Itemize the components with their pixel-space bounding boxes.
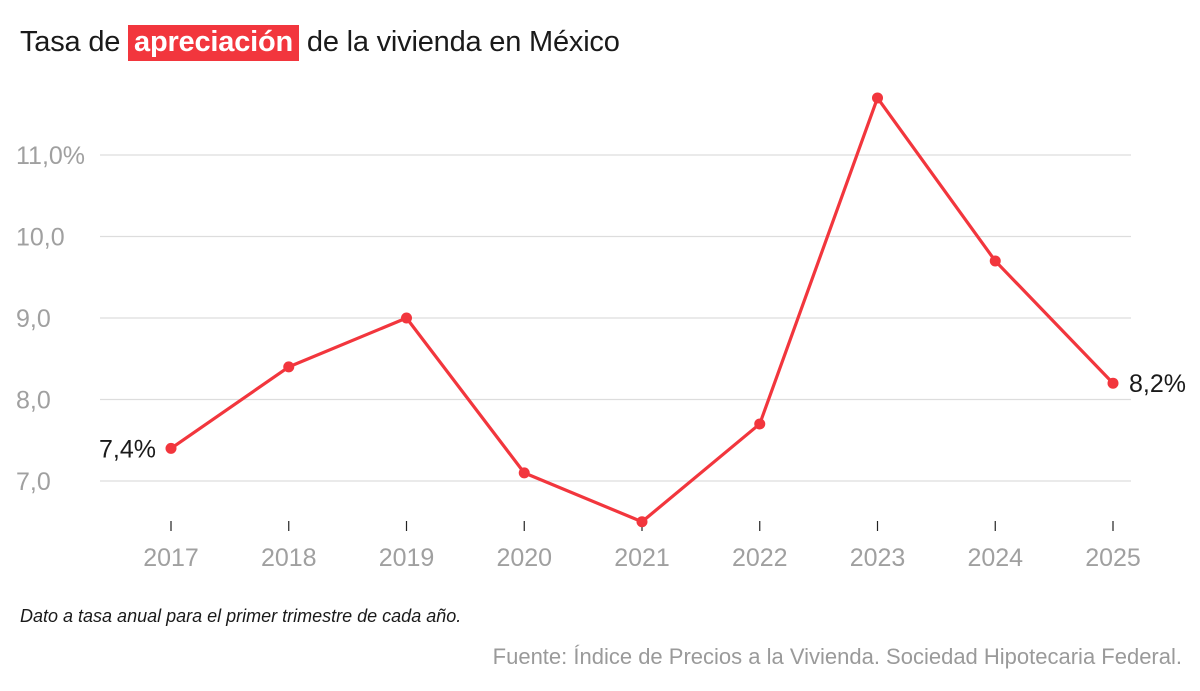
y-tick-label: 7,0 bbox=[16, 468, 51, 496]
x-tick-label: 2019 bbox=[379, 544, 435, 572]
data-point bbox=[1107, 377, 1119, 389]
data-point bbox=[401, 312, 412, 324]
y-tick-label: 9,0 bbox=[16, 305, 51, 333]
title-highlight: apreciación bbox=[128, 25, 300, 61]
data-point bbox=[636, 516, 648, 528]
chart-source: Fuente: Índice de Precios a la Vivienda.… bbox=[492, 644, 1182, 669]
line-chart: 7,0 8,0 9,0 10,0 11,0% 2017 2018 2019 2020 2021 2… bbox=[16, 92, 1186, 572]
x-tick-label: 2024 bbox=[967, 544, 1023, 572]
series-line bbox=[169, 96, 1115, 524]
x-tick-label: 2017 bbox=[143, 544, 199, 572]
y-tick-label: 11,0% bbox=[16, 142, 85, 170]
chart-note: Dato a tasa anual para el primer trimest… bbox=[20, 606, 462, 626]
data-point bbox=[518, 467, 530, 479]
data-point bbox=[754, 418, 766, 430]
data-point bbox=[989, 255, 1001, 267]
data-point bbox=[872, 92, 883, 104]
x-tick-label: 2018 bbox=[261, 544, 317, 572]
y-tick-label: 8,0 bbox=[16, 387, 51, 415]
title-suffix: de la vivienda en México bbox=[306, 26, 620, 58]
data-point bbox=[165, 442, 177, 454]
chart-title: Tasa de apreciación de la vivienda en Mé… bbox=[20, 25, 620, 61]
x-tick-label: 2022 bbox=[732, 544, 788, 572]
data-label: 8,2% bbox=[1129, 370, 1186, 398]
data-point bbox=[283, 361, 295, 373]
data-label: 7,4% bbox=[99, 435, 156, 463]
x-tick-label: 2020 bbox=[496, 544, 552, 572]
x-tick-label: 2025 bbox=[1085, 544, 1141, 572]
x-tick-label: 2021 bbox=[614, 544, 670, 572]
x-tick-label: 2023 bbox=[850, 544, 906, 572]
title-prefix: Tasa de bbox=[20, 26, 121, 58]
y-tick-label: 10,0 bbox=[16, 224, 65, 252]
